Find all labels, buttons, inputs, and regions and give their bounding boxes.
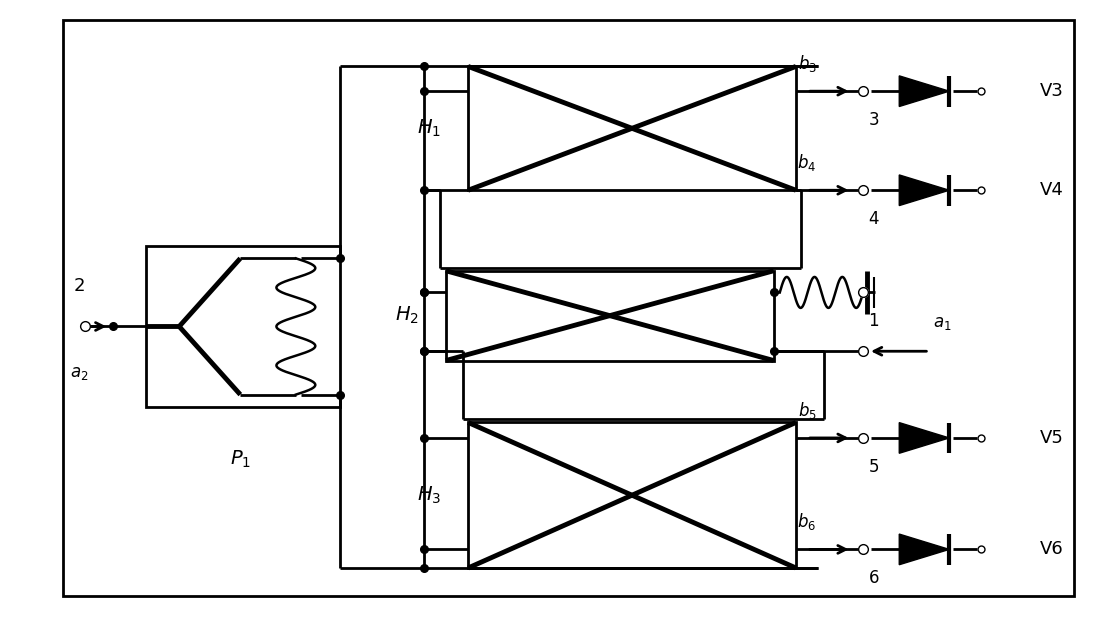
Text: $a_1$: $a_1$: [934, 314, 951, 332]
Text: 6: 6: [869, 570, 879, 587]
Text: $b_6$: $b_6$: [798, 511, 817, 532]
Bar: [146, 246, 340, 407]
Polygon shape: [899, 175, 949, 206]
Polygon shape: [899, 534, 949, 565]
Text: $b_4$: $b_4$: [798, 152, 817, 173]
Text: V5: V5: [1039, 429, 1064, 447]
Bar: [468, 422, 795, 568]
Text: 1: 1: [869, 312, 879, 330]
Text: V3: V3: [1039, 82, 1064, 100]
Text: $H_3$: $H_3$: [417, 485, 441, 506]
Bar: [446, 271, 774, 361]
Text: $P_1$: $P_1$: [229, 449, 251, 470]
Text: V4: V4: [1039, 181, 1064, 199]
Text: 3: 3: [869, 111, 879, 129]
Text: $b_3$: $b_3$: [798, 53, 817, 74]
Text: $b_5$: $b_5$: [798, 399, 817, 420]
Text: 5: 5: [869, 458, 879, 476]
Text: 2: 2: [74, 277, 85, 295]
Text: V6: V6: [1039, 541, 1064, 559]
Text: 4: 4: [869, 210, 879, 228]
Polygon shape: [899, 422, 949, 453]
Text: $H_1$: $H_1$: [417, 118, 441, 139]
Text: $H_2$: $H_2$: [395, 305, 419, 327]
Bar: [468, 67, 795, 190]
Polygon shape: [899, 76, 949, 106]
Text: $a_2$: $a_2$: [70, 364, 88, 382]
